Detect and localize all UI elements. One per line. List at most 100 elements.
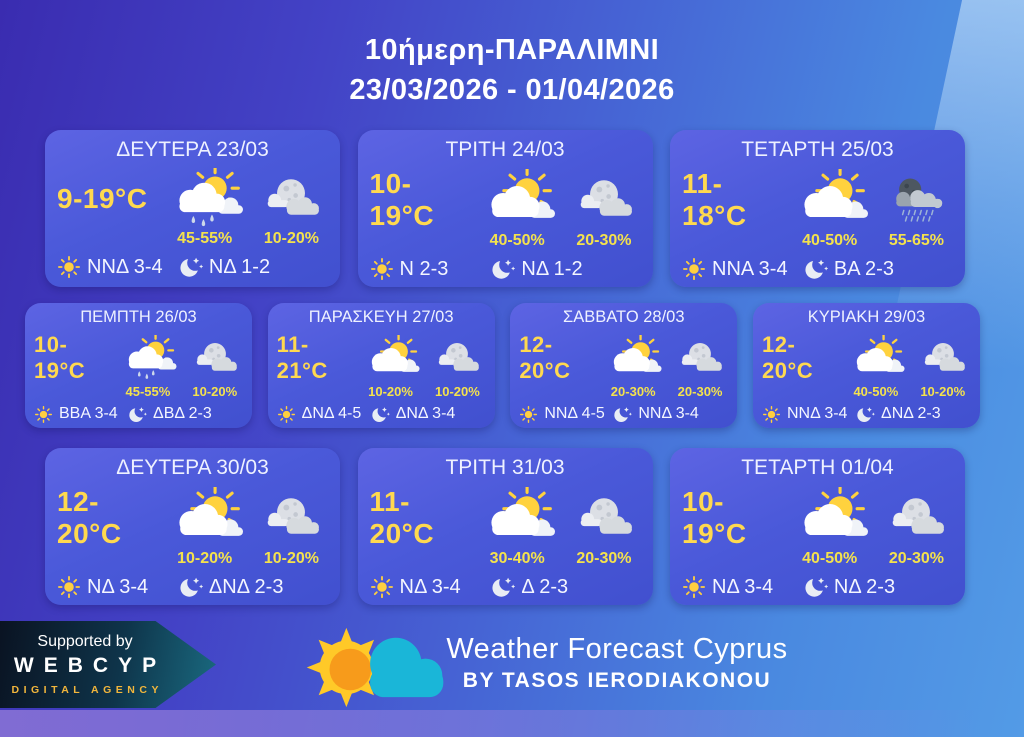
day-wind: ΝΝΑ 3-4 xyxy=(682,258,804,281)
moon-clouds-icon xyxy=(432,339,482,378)
moon-icon xyxy=(179,256,203,278)
moon-clouds-icon xyxy=(884,493,948,543)
moon-icon xyxy=(856,406,875,423)
day-precip-chance: 40-50% xyxy=(489,232,545,249)
night-wind: ΔΝΔ 3-4 xyxy=(371,405,456,423)
sun-icon xyxy=(519,406,538,423)
day-precip-chance: 40-50% xyxy=(802,232,858,249)
sun-clouds-icon xyxy=(359,335,423,382)
forecast-card: ΚΥΡΙΑΚΗ 29/03 12-20°C 40-50% 10-20% ΝΝΔ … xyxy=(752,303,980,428)
day-wind-value: ΝΝΔ 4-5 xyxy=(544,405,605,422)
day-wind-value: ΒΒΑ 3-4 xyxy=(59,405,118,422)
day-wind-value: ΔΝΔ 4-5 xyxy=(301,405,362,422)
day-precip-chance: 45-55% xyxy=(177,230,233,247)
night-precip-chance: 20-30% xyxy=(576,232,632,249)
forecast-card: ΔΕΥΤΕΡΑ 30/03 12-20°C 10-20% 10-20% ΝΔ 3… xyxy=(45,448,340,605)
night-wind-value: ΝΔ 2-3 xyxy=(833,575,896,598)
night-precip-chance: 20-30% xyxy=(677,384,723,399)
night-precip-chance: 10-20% xyxy=(435,384,480,399)
night-precip-chance: 55-65% xyxy=(888,232,944,249)
night-precip-chance: 20-30% xyxy=(888,550,944,567)
day-wind-value: ΝΔ 3-4 xyxy=(87,575,149,598)
night-precip-chance: 10-20% xyxy=(920,384,966,399)
forecast-card: ΤΕΤΑΡΤΗ 25/03 11-18°C 40-50% 55-65% ΝΝΑ … xyxy=(670,130,965,287)
night-wind-value: ΝΔ 1-2 xyxy=(521,257,583,280)
webcyp-brand: WEBCYP xyxy=(13,654,167,677)
day-wind: ΝΔ 3-4 xyxy=(57,576,179,599)
forecast-card: ΤΡΙΤΗ 24/03 10-19°C 40-50% 20-30% Ν 2-3 … xyxy=(357,130,653,287)
night-wind: ΔΝΔ 2-3 xyxy=(179,576,283,599)
day-wind: ΝΝΔ 3-4 xyxy=(57,256,179,279)
forecast-card: ΤΕΤΑΡΤΗ 01/04 10-19°C 40-50% 20-30% ΝΔ 3… xyxy=(670,448,965,605)
card-day-title: ΠΕΜΠΤΗ 26/03 xyxy=(80,308,197,326)
forecast-row-3: ΔΕΥΤΕΡΑ 30/03 12-20°C 10-20% 10-20% ΝΔ 3… xyxy=(45,448,965,605)
card-day-title: ΣΑΒΒΑΤΟ 28/03 xyxy=(563,308,685,326)
sun-clouds-icon xyxy=(601,335,665,382)
temperature-range: 11-18°C xyxy=(682,168,747,231)
night-wind-value: ΔΝΔ 2-3 xyxy=(881,405,941,422)
supporter-badge: Supported by WEBCYP DIGITAL AGENCY xyxy=(0,621,216,708)
forecast-card: ΤΡΙΤΗ 31/03 11-20°C 30-40% 20-30% ΝΔ 3-4… xyxy=(357,448,653,605)
night-wind-value: ΝΔ 1-2 xyxy=(208,255,271,278)
sun-icon xyxy=(370,576,394,598)
wind-row: ΝΔ 3-4 Δ 2-3 xyxy=(370,572,641,602)
supported-by-label: Supported by xyxy=(37,633,133,650)
temperature-range: 12-20°C xyxy=(761,332,814,383)
day-wind: ΝΔ 3-4 xyxy=(682,576,804,599)
day-precip-chance: 20-30% xyxy=(610,384,656,399)
page-title: 10ήμερη-ΠΑΡΑΛΙΜΝΙ 23/03/2026 - 01/04/202… xyxy=(0,30,1024,110)
temperature-range: 11-20°C xyxy=(369,486,435,549)
wind-row: ΝΔ 3-4 ΔΝΔ 2-3 xyxy=(57,572,328,602)
night-precip-chance: 10-20% xyxy=(263,230,319,247)
wind-row: ΒΒΑ 3-4 ΔΒΔ 2-3 xyxy=(34,402,243,426)
moon-icon xyxy=(371,406,390,423)
sun-clouds-icon xyxy=(787,487,873,549)
card-day-title: ΤΕΤΑΡΤΗ 01/04 xyxy=(741,456,894,479)
sun-cloud-rain-icon xyxy=(116,335,180,382)
night-wind: ΒΑ 2-3 xyxy=(804,258,894,281)
site-title: Weather Forecast Cyprus xyxy=(446,633,788,665)
moon-clouds-icon xyxy=(572,493,636,543)
bottom-accent-strip xyxy=(0,710,1024,737)
wind-row: ΝΔ 3-4 ΝΔ 2-3 xyxy=(682,572,953,602)
night-wind: ΝΝΔ 3-4 xyxy=(613,405,699,423)
day-wind-value: ΝΝΔ 3-4 xyxy=(87,255,163,278)
wind-row: ΝΝΔ 4-5 ΝΝΔ 3-4 xyxy=(519,402,728,426)
night-precip-chance: 20-30% xyxy=(576,550,632,567)
moon-clouds-icon xyxy=(675,339,725,378)
wind-row: ΔΝΔ 4-5 ΔΝΔ 3-4 xyxy=(277,402,486,426)
wind-row: ΝΝΑ 3-4 ΒΑ 2-3 xyxy=(682,254,953,284)
day-wind-value: ΝΔ 3-4 xyxy=(712,575,774,598)
digital-agency-label: DIGITAL AGENCY xyxy=(11,684,163,696)
night-wind: ΔΒΔ 2-3 xyxy=(128,405,212,423)
forecast-card: ΣΑΒΒΑΤΟ 28/03 12-20°C 20-30% 20-30% ΝΝΔ … xyxy=(510,303,738,428)
moon-clouds-icon xyxy=(259,493,323,543)
night-wind-value: ΔΝΔ 3-4 xyxy=(395,405,456,422)
moon-clouds-icon xyxy=(572,175,636,225)
sun-cloud-logo-icon xyxy=(303,620,455,714)
night-wind: ΝΔ 1-2 xyxy=(179,256,270,279)
night-precip-chance: 10-20% xyxy=(263,550,319,567)
night-wind: ΔΝΔ 2-3 xyxy=(856,405,941,423)
day-wind: ΝΝΔ 3-4 xyxy=(762,405,856,423)
night-wind: ΝΔ 1-2 xyxy=(491,257,583,281)
day-wind-value: ΝΝΔ 3-4 xyxy=(786,405,848,422)
temperature-range: 10-19°C xyxy=(682,486,747,549)
card-day-title: ΔΕΥΤΕΡΑ 23/03 xyxy=(116,138,269,161)
day-precip-chance: 40-50% xyxy=(853,384,899,399)
site-branding: Weather Forecast Cyprus BY TASOS IERODIA… xyxy=(442,633,792,693)
day-wind-value: ΝΝΑ 3-4 xyxy=(712,257,788,280)
day-wind: Ν 2-3 xyxy=(370,258,492,281)
sun-clouds-icon xyxy=(787,169,873,231)
day-precip-chance: 40-50% xyxy=(802,550,858,567)
site-subtitle: BY TASOS IERODIAKONOU xyxy=(462,669,772,692)
wind-row: ΝΝΔ 3-4 ΝΔ 1-2 xyxy=(57,252,328,282)
forecast-card: ΠΑΡΑΣΚΕΥΗ 27/03 11-21°C 10-20% 10-20% ΔΝ… xyxy=(267,303,495,428)
temperature-range: 12-20°C xyxy=(57,486,122,549)
day-wind: ΔΝΔ 4-5 xyxy=(277,405,371,423)
sun-icon xyxy=(57,576,81,598)
sun-clouds-icon xyxy=(844,335,908,382)
sun-clouds-icon xyxy=(162,487,248,549)
day-wind: ΒΒΑ 3-4 xyxy=(34,405,128,423)
moon-clouds-icon xyxy=(190,339,240,378)
